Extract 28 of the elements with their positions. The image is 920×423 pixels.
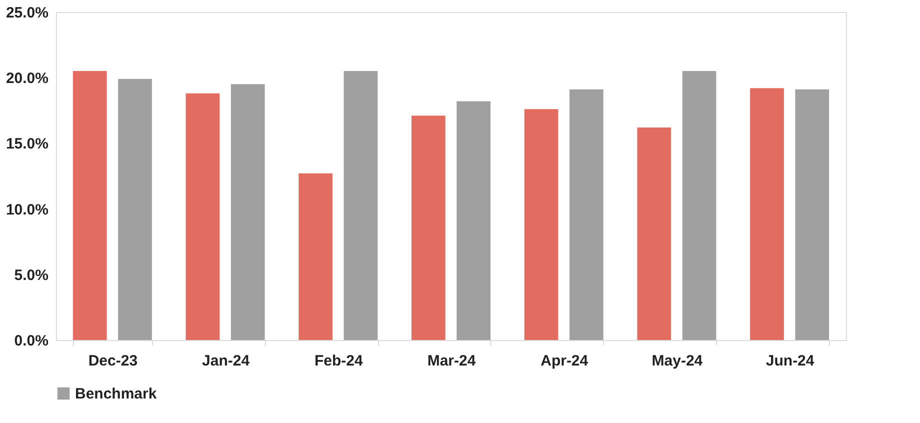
y-tick-label: 5.0% xyxy=(14,266,48,284)
bar xyxy=(682,71,716,340)
bar xyxy=(524,109,558,340)
bar xyxy=(570,89,604,340)
bar xyxy=(298,173,332,340)
bar xyxy=(795,89,830,340)
y-tick-label: 10.0% xyxy=(6,201,48,218)
legend-label: Benchmark xyxy=(75,386,158,402)
x-tick-label: Feb-24 xyxy=(314,352,364,370)
y-tick-label: 25.0% xyxy=(6,4,48,22)
x-tick-label: Jan-24 xyxy=(202,352,250,370)
x-tick-label: Jun-24 xyxy=(766,352,815,370)
y-tick-label: 20.0% xyxy=(6,70,48,88)
bar xyxy=(637,127,672,340)
x-tick-label: Mar-24 xyxy=(427,352,476,370)
bar xyxy=(750,88,784,340)
bar xyxy=(456,101,490,340)
bar xyxy=(118,78,152,340)
bar xyxy=(186,93,220,340)
y-tick-label: 0.0% xyxy=(14,332,48,350)
bar xyxy=(412,116,446,340)
x-tick-label: Dec-23 xyxy=(88,352,138,370)
x-tick-label: Apr-24 xyxy=(540,352,589,370)
x-tick-label: May-24 xyxy=(652,352,704,370)
bar xyxy=(72,71,107,340)
bar xyxy=(230,84,265,340)
bar xyxy=(344,71,378,340)
y-tick-label: 15.0% xyxy=(6,136,48,153)
